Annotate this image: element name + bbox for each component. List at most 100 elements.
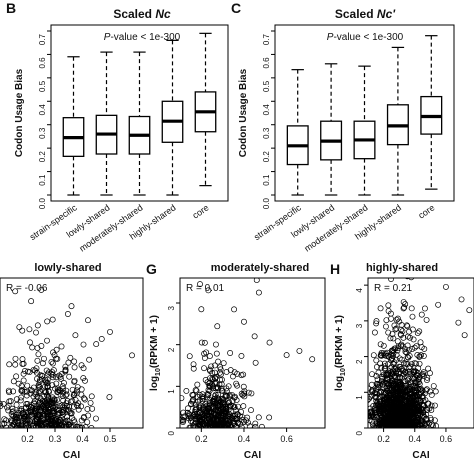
scatter-chart-h-point <box>376 420 383 427</box>
scatter-chart-h-point <box>378 364 385 371</box>
scatter-chart-g-point <box>239 416 246 423</box>
scatter-chart-g-ytick-label: 3 <box>167 305 176 310</box>
scatter-chart-h-r-label: R = 0.21 <box>374 283 413 294</box>
scatter-chart-h-point <box>403 360 409 367</box>
scatter-chart-f-point <box>21 411 28 418</box>
scatter-chart-h-point <box>383 384 390 391</box>
scatter-chart-h-point <box>390 335 397 342</box>
scatter-chart-g-point <box>201 339 208 346</box>
scatter-chart-f-point <box>44 318 51 325</box>
scatter-chart-h-xtick-label: 0.4 <box>409 434 422 444</box>
scatter-chart-h-point <box>382 365 389 372</box>
scatter-chart-g-xlabel: CAI <box>244 450 261 461</box>
scatter-chart-g-ytick-label: 2 <box>167 347 176 352</box>
scatter-chart-g-point <box>193 387 200 394</box>
scatter-chart-h-point <box>409 313 416 320</box>
scatter-chart-h-point <box>386 408 393 415</box>
scatter-chart-h-point <box>383 421 390 428</box>
scatter-chart-h-point <box>432 388 439 395</box>
scatter-chart-h-point <box>395 418 402 425</box>
scatter-chart-f-xtick-label: 0.3 <box>49 434 62 444</box>
box-chart-c-box-0 <box>286 69 309 196</box>
scatter-chart-h-point <box>408 305 415 312</box>
scatter-chart-h-point <box>410 336 417 343</box>
scatter-chart-h-point <box>420 425 427 428</box>
scatter-chart-g-point <box>213 373 220 380</box>
scatter-chart-h-point <box>368 397 371 404</box>
scatter-chart-f-point <box>48 358 55 365</box>
scatter-chart-g-point <box>219 387 226 394</box>
scatter-chart-f-point <box>50 367 57 374</box>
scatter-chart-g-point <box>214 401 221 408</box>
scatter-chart-h-point <box>407 411 414 418</box>
scatter-chart-g-point <box>230 419 237 426</box>
scatter-chart-f-point <box>33 405 40 412</box>
scatter-chart-f-point <box>84 419 91 426</box>
scatter-chart-h-point <box>385 302 392 309</box>
scatter-chart-g-ytick-label: 0 <box>167 430 176 435</box>
box-chart-b-ylabel: Codon Usage Bias <box>14 68 25 157</box>
scatter-chart-h-point <box>373 364 380 370</box>
scatter-chart-h-point <box>392 345 399 352</box>
scatter-chart-f-point <box>76 423 83 428</box>
scatter-chart-h-point <box>398 341 405 348</box>
scatter-chart-f-point <box>53 346 60 353</box>
scatter-chart-h-point <box>358 415 363 420</box>
box-chart-b-ytick-label: 0.5 <box>38 80 47 92</box>
scatter-chart-g-point <box>283 352 290 359</box>
scatter-chart-f-point <box>66 373 73 380</box>
scatter-chart-f-point <box>4 404 11 411</box>
scatter-chart-g-points <box>180 278 316 428</box>
scatter-chart-g-point <box>218 419 225 426</box>
scatter-chart-h-point <box>384 349 391 356</box>
scatter-chart-f-point <box>0 403 4 409</box>
scatter-chart-h-point <box>400 424 407 428</box>
scatter-chart-h-point <box>395 366 401 373</box>
scatter-chart-h-point <box>421 305 428 312</box>
scatter-chart-h-point <box>427 415 434 421</box>
scatter-chart-h-point <box>403 322 410 329</box>
scatter-chart-h-point <box>401 304 408 311</box>
scatter-chart-h-point <box>395 419 402 426</box>
scatter-chart-g-r-label: R = 0.01 <box>186 283 225 294</box>
scatter-chart-h-point <box>380 411 387 418</box>
scatter-chart-g-point <box>186 353 193 360</box>
scatter-chart-f-point <box>34 394 41 400</box>
scatter-chart-h-point <box>466 307 473 314</box>
scatter-chart-f-point <box>31 399 37 406</box>
scatter-chart-h-point <box>399 328 406 335</box>
scatter-chart-h-point <box>402 348 409 355</box>
scatter-chart-g-point <box>222 424 229 428</box>
scatter-chart-h-point <box>368 409 374 416</box>
box-chart-c-ytick-label: 0.7 <box>262 33 271 45</box>
scatter-chart-h-point <box>381 396 388 403</box>
scatter-chart-g-point <box>185 415 192 422</box>
scatter-chart-h-point <box>431 402 438 409</box>
scatter-chart-h-point <box>368 418 375 425</box>
scatter-chart-h-point <box>370 412 377 419</box>
scatter-chart-f-point <box>59 402 66 408</box>
scatter-chart-g-point <box>180 413 182 419</box>
scatter-chart-f-point <box>82 424 89 428</box>
scatter-chart-f-point <box>20 360 27 367</box>
scatter-chart-g-point <box>211 362 218 369</box>
scatter-chart-f-point <box>58 371 65 378</box>
scatter-chart-h-point <box>370 352 377 359</box>
scatter-chart-h-point <box>396 318 403 325</box>
scatter-chart-f-point <box>19 327 26 334</box>
scatter-chart-f-point <box>26 326 33 333</box>
scatter-chart-h-point <box>368 413 371 420</box>
box-chart-c-title: Scaled Nc' <box>335 7 396 21</box>
scatter-chart-g-point <box>215 407 222 414</box>
scatter-chart-g-point <box>241 318 247 325</box>
scatter-chart-g-point <box>211 419 218 426</box>
scatter-chart-h-point <box>369 371 375 378</box>
scatter-chart-f-point <box>51 396 58 403</box>
scatter-chart-g-point <box>197 424 204 428</box>
box-chart-b-ytick-label: 0.4 <box>38 104 47 116</box>
scatter-chart-g-point <box>235 403 241 410</box>
scatter-chart-f-point <box>26 369 33 376</box>
scatter-chart-h-point <box>413 396 420 403</box>
scatter-chart-h-point <box>375 384 382 391</box>
box-chart-b: Scaled Nc P-value < 1e-300 Codon Usage Bia… <box>14 7 229 254</box>
